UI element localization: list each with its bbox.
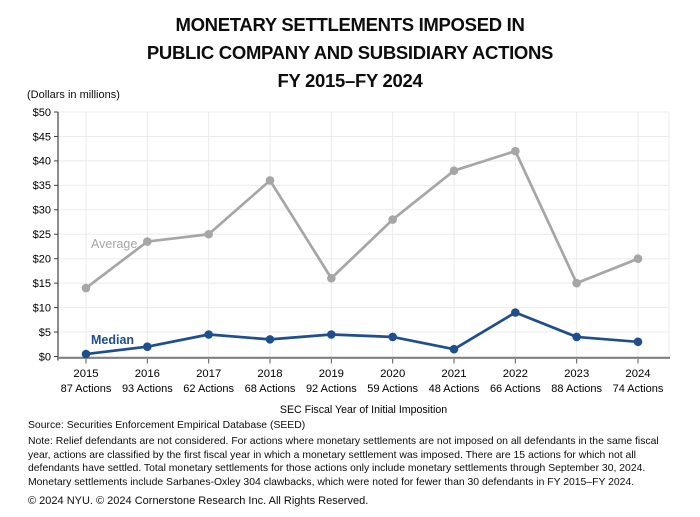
average-marker-2023 [572,278,581,288]
year-label: 2018 [257,368,282,380]
average-marker-2022 [511,146,520,156]
chart-title: MONETARY SETTLEMENTS IMPOSED IN PUBLIC C… [0,11,700,95]
median-marker-2016 [143,342,152,352]
y-axis-label: $25 [33,229,51,241]
actions-count-label: 93 Actions [122,383,173,395]
y-axis-label: $5 [39,327,51,339]
y-axis-label: $0 [39,351,51,363]
average-series-label: Average [91,237,137,251]
actions-count-label: 92 Actions [306,383,357,395]
actions-count-label: 66 Actions [490,383,541,395]
line-chart: $0 $5 $10 $15 $20 $25 $30 $35 $40 $45 $50 Average Me… [0,100,700,420]
actions-count-label: 59 Actions [367,383,418,395]
median-marker-2022 [511,308,520,317]
median-marker-2019 [327,330,336,339]
actions-count-label: 88 Actions [551,383,602,395]
year-label: 2019 [319,368,344,380]
y-axis-label: $10 [33,302,51,314]
y-axis-label: $45 [33,131,51,143]
average-marker-2016 [143,237,152,246]
x-axis-title: SEC Fiscal Year of Initial Imposition [280,404,447,416]
actions-count-label: 48 Actions [429,383,480,395]
y-axis-label: $15 [33,278,51,290]
year-label: 2016 [135,368,160,380]
year-label: 2024 [625,368,650,380]
y-axis-units-label: (Dollars in millions) [27,89,120,101]
average-marker-2024 [633,254,643,263]
average-line [84,149,640,290]
average-marker-2021 [449,166,459,175]
year-label: 2020 [380,368,405,380]
average-marker-2018 [265,176,275,185]
chart-title-line2: PUBLIC COMPANY AND SUBSIDIARY ACTIONS [146,42,554,63]
median-marker-2015 [81,349,91,359]
median-marker-2023 [572,332,581,342]
chart-title-line1: MONETARY SETTLEMENTS IMPOSED IN [175,14,525,35]
note-text: Note: Relief defendants are not consider… [28,436,659,489]
y-axis-label: $40 [33,156,51,168]
average-marker-2017 [204,229,213,239]
y-axis-label: $30 [33,205,51,217]
chart-title-line3: FY 2015–FY 2024 [277,70,423,91]
median-marker-2021 [449,344,459,354]
actions-count-label: 62 Actions [183,383,234,395]
year-label: 2021 [441,368,466,380]
source-line: Source: Securities Enforcement Empirical… [28,420,306,431]
y-axis-label: $35 [33,180,51,192]
actions-count-label: 87 Actions [61,383,112,395]
median-marker-2017 [204,330,213,339]
actions-count-label: 74 Actions [613,383,664,395]
y-axis-label: $50 [33,107,51,119]
year-label: 2023 [564,368,589,380]
chart-svg: $0 $5 $10 $15 $20 $25 $30 $35 $40 $45 $50 Average Me… [33,107,670,416]
median-marker-2020 [388,332,397,342]
actions-count-label: 68 Actions [245,383,296,395]
average-marker-2019 [327,273,336,283]
year-label: 2022 [503,368,528,380]
median-marker-2018 [265,335,275,344]
average-marker-2020 [388,215,397,224]
median-series-label: Median [91,333,134,347]
average-marker-2015 [81,283,91,293]
median-line [84,311,640,356]
copyright-line: © 2024 NYU. © 2024 Cornerstone Research … [28,495,369,507]
median-marker-2024 [633,337,643,347]
year-label: 2015 [73,368,98,380]
y-axis-label: $20 [33,254,51,266]
year-label: 2017 [196,368,221,380]
